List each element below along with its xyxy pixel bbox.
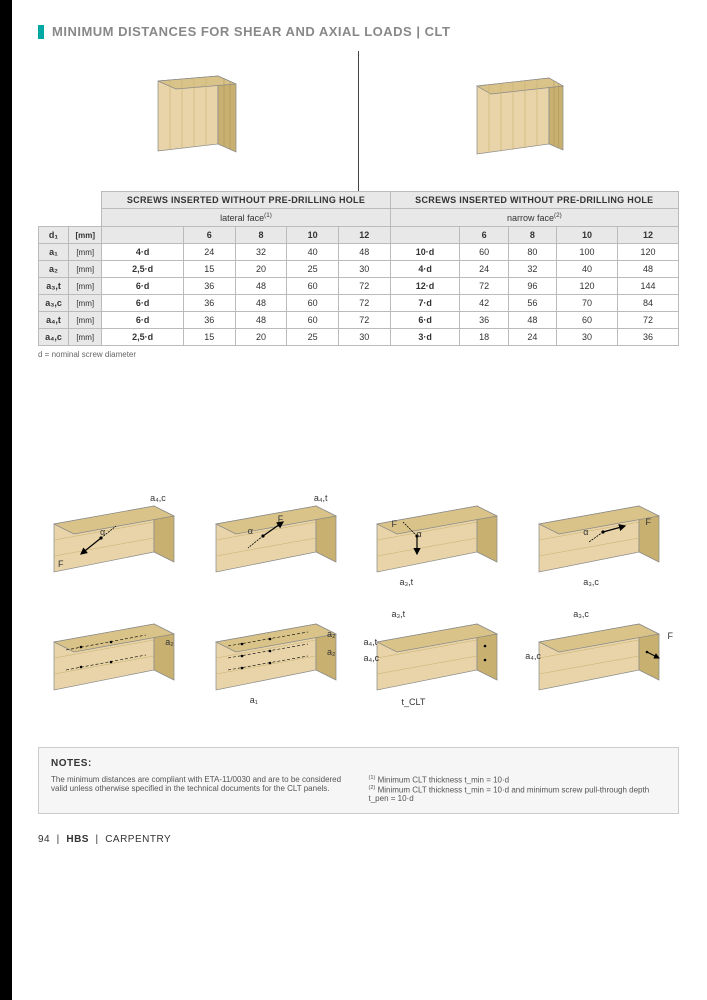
diagram-narrow-a3c: a₃,c F a₄,c — [523, 607, 679, 707]
notes-heading: NOTES: — [51, 758, 666, 769]
table-subheader-row: lateral face(1) narrow face(2) — [39, 209, 679, 227]
clt-panel-lateral-icon — [138, 66, 258, 176]
d1-unit: [mm] — [69, 227, 102, 244]
diagram-narrow-a3t: a₃,t a₄,t a₄,c t_CLT — [362, 607, 518, 707]
table-column-row: d₁ [mm] 6 8 10 12 6 8 10 12 — [39, 227, 679, 244]
group-header-left: SCREWS INSERTED WITHOUT PRE-DRILLING HOL… — [102, 192, 390, 209]
figure-lateral-face — [38, 51, 359, 191]
page-title: MINIMUM DISTANCES FOR SHEAR AND AXIAL LO… — [52, 24, 450, 39]
clt-panel-narrow-icon — [459, 66, 579, 176]
notes-right: (1) Minimum CLT thickness t_min = 10·d (… — [369, 775, 667, 803]
table-group-header-row: SCREWS INSERTED WITHOUT PRE-DRILLING HOL… — [39, 192, 679, 209]
diagram-a4c: a₄,c F α — [38, 489, 194, 589]
title-accent-bar — [38, 25, 44, 39]
d1-label: d₁ — [39, 227, 69, 244]
notes-left: The minimum distances are compliant with… — [51, 775, 349, 803]
group-header-right: SCREWS INSERTED WITHOUT PRE-DRILLING HOL… — [390, 192, 678, 209]
diagram-grid: a₄,c F α a₄,t F α — [38, 489, 679, 707]
diagram-a2: a₂ — [38, 607, 194, 707]
page-footer: 94 | HBS | CARPENTRY — [38, 834, 679, 845]
diagram-a3c: F α a₃,c — [523, 489, 679, 589]
table-footnote: d = nominal screw diameter — [38, 350, 679, 359]
page-title-row: MINIMUM DISTANCES FOR SHEAR AND AXIAL LO… — [38, 24, 679, 39]
subheader-left: lateral face(1) — [102, 209, 390, 227]
table-row: a₂[mm]2,5·d152025304·d24324048 — [39, 261, 679, 278]
distances-table: SCREWS INSERTED WITHOUT PRE-DRILLING HOL… — [38, 191, 679, 346]
table-row: a₃,c[mm]6·d364860727·d42567084 — [39, 295, 679, 312]
table-row: a₄,t[mm]6·d364860726·d36486072 — [39, 312, 679, 329]
table-row: a₁[mm]4·d2432404810·d6080100120 — [39, 244, 679, 261]
notes-box: NOTES: The minimum distances are complia… — [38, 747, 679, 814]
diagram-a4t: a₄,t F α — [200, 489, 356, 589]
subheader-right: narrow face(2) — [390, 209, 678, 227]
diagram-a1-a2: a₂ a₂ a₁ — [200, 607, 356, 707]
diagram-a3t: F α a₃,t — [362, 489, 518, 589]
figure-narrow-face — [359, 51, 679, 191]
top-figures — [38, 51, 679, 191]
table-row: a₃,t[mm]6·d3648607212·d7296120144 — [39, 278, 679, 295]
table-row: a₄,c[mm]2,5·d152025303·d18243036 — [39, 329, 679, 346]
